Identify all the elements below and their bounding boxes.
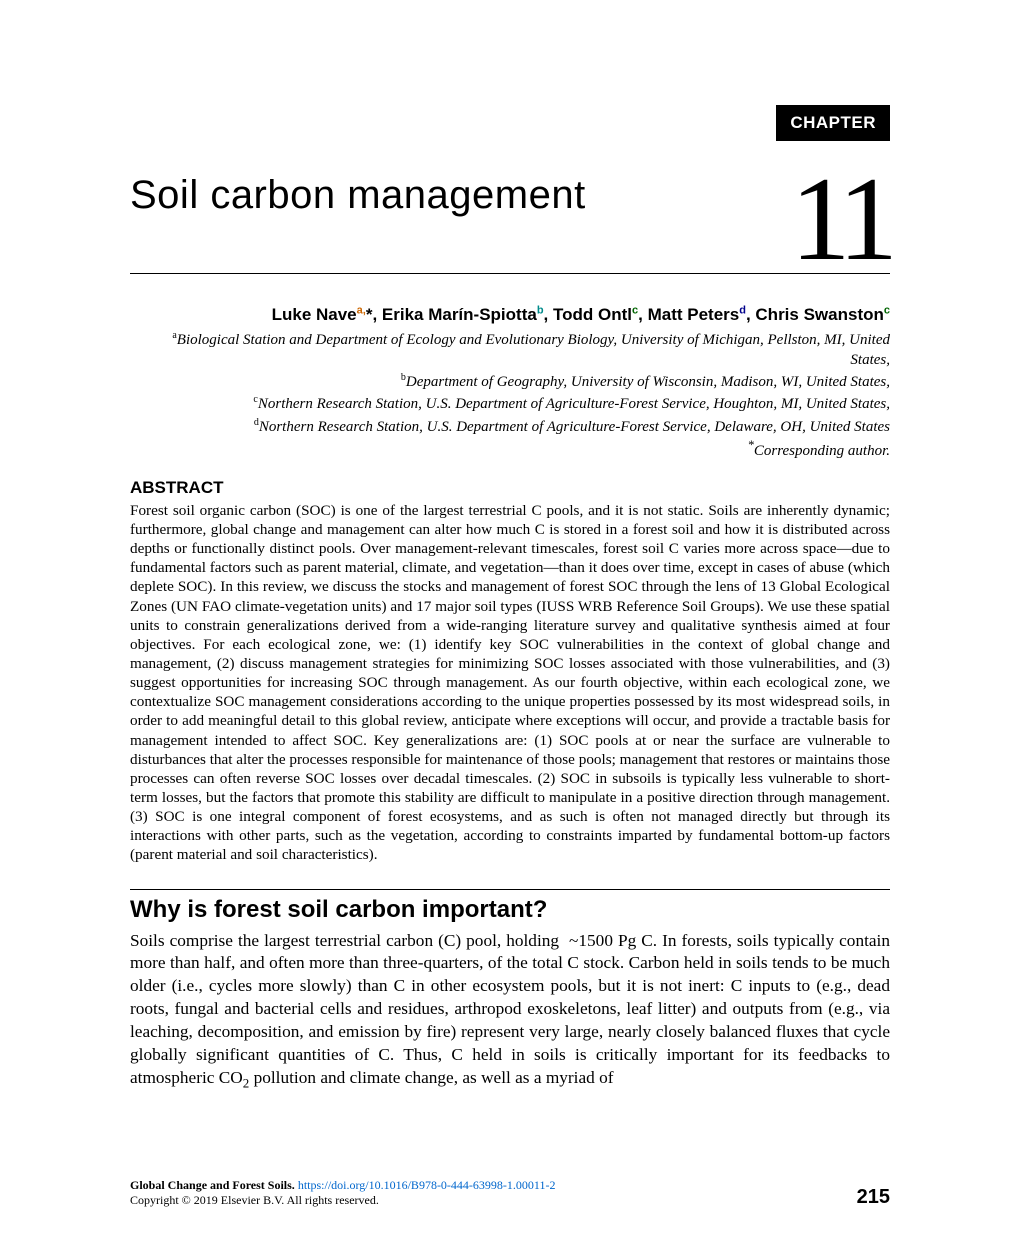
- footer-copyright: Copyright © 2019 Elsevier B.V. All right…: [130, 1193, 555, 1209]
- author-3: Todd Ontlc,: [553, 305, 648, 324]
- abstract-text: Forest soil organic carbon (SOC) is one …: [130, 501, 890, 865]
- page-footer: Global Change and Forest Soils. https://…: [130, 1178, 890, 1209]
- section-heading: Why is forest soil carbon important?: [130, 896, 890, 924]
- chapter-number: 11: [760, 165, 890, 273]
- section-rule: [130, 889, 890, 890]
- affiliation-b: bDepartment of Geography, University of …: [130, 371, 890, 392]
- chapter-badge: CHAPTER: [776, 105, 890, 141]
- chapter-title: Soil carbon management: [130, 165, 760, 218]
- affiliation-a: aBiological Station and Department of Ec…: [130, 329, 890, 371]
- authors-line: Luke Navea,*, Erika Marín-Spiottab, Todd…: [130, 304, 890, 325]
- affiliation-c: cNorthern Research Station, U.S. Departm…: [130, 393, 890, 414]
- author-5: Chris Swanstonc: [755, 305, 890, 324]
- footer-doi[interactable]: https://doi.org/10.1016/B978-0-444-63998…: [298, 1178, 556, 1192]
- footer-book-title: Global Change and Forest Soils.: [130, 1178, 295, 1192]
- title-row: Soil carbon management 11: [130, 165, 890, 274]
- footer-left: Global Change and Forest Soils. https://…: [130, 1178, 555, 1209]
- author-2: Erika Marín-Spiottab,: [382, 305, 553, 324]
- section-body: Soils comprise the largest terrestrial c…: [130, 930, 890, 1092]
- page-number: 215: [857, 1186, 890, 1209]
- affiliation-d: dNorthern Research Station, U.S. Departm…: [130, 416, 890, 437]
- author-4: Matt Petersd,: [648, 305, 756, 324]
- author-1: Luke Navea,*,: [272, 305, 382, 324]
- abstract-label: ABSTRACT: [130, 478, 890, 498]
- corresponding-note: *Corresponding author.: [130, 438, 890, 460]
